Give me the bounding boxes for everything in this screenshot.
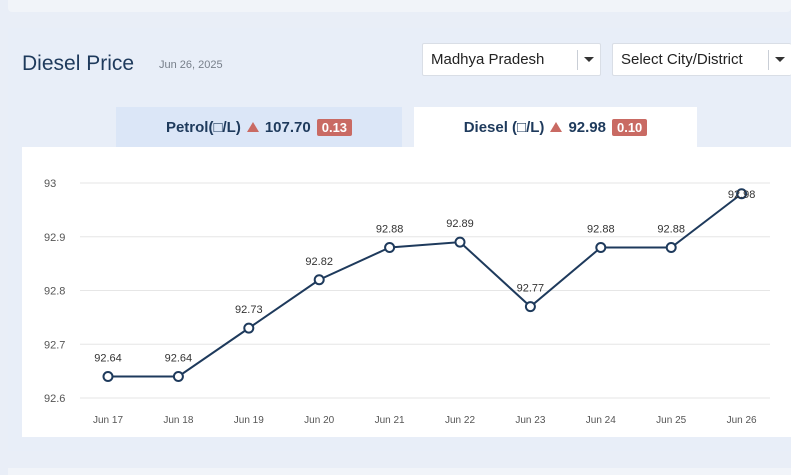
data-point[interactable] bbox=[243, 322, 255, 334]
state-select-value: Madhya Pradesh bbox=[431, 51, 545, 68]
select-separator bbox=[768, 49, 769, 70]
chevron-down-icon[interactable] bbox=[578, 57, 600, 62]
tab-diesel-label: Diesel (□/L) bbox=[463, 118, 545, 136]
series-line bbox=[108, 192, 743, 378]
data-point[interactable] bbox=[384, 242, 396, 253]
data-point[interactable] bbox=[454, 236, 466, 248]
x-tick-label: Jun 21 bbox=[375, 415, 405, 426]
top-strip bbox=[8, 0, 791, 12]
price-line-chart: 92.6 92.7 92.8 92.9 93 Jun 17 Jun 18 Jun 19 Jun … bbox=[44, 178, 770, 426]
data-label: 92.88 bbox=[587, 224, 615, 236]
bottom-strip bbox=[8, 468, 791, 475]
x-tick-label: Jun 23 bbox=[515, 415, 545, 426]
x-tick-label: Jun 18 bbox=[163, 415, 193, 426]
city-select-value: Select City/District bbox=[621, 51, 743, 68]
data-label: 92.73 bbox=[235, 304, 263, 316]
y-tick-label: 92.8 bbox=[44, 286, 65, 298]
data-label: 92.88 bbox=[376, 224, 404, 236]
y-tick-label: 92.6 bbox=[44, 393, 65, 405]
data-label: 92.64 bbox=[165, 353, 193, 365]
data-label: 92.64 bbox=[94, 353, 122, 365]
x-tick-label: Jun 26 bbox=[727, 415, 757, 426]
price-card: Diesel Price Jun 26, 2025 Madhya Pradesh… bbox=[8, 28, 791, 451]
tab-petrol-label: Petrol(□/L) bbox=[165, 118, 241, 136]
tab-diesel-change-badge: 0.10 bbox=[611, 118, 648, 136]
data-point[interactable] bbox=[665, 242, 677, 253]
data-point[interactable] bbox=[172, 371, 184, 382]
y-tick-label: 93 bbox=[44, 178, 56, 190]
tab-petrol[interactable]: Petrol(□/L) 107.70 0.13 bbox=[116, 107, 402, 147]
data-point[interactable] bbox=[736, 188, 748, 200]
data-point[interactable] bbox=[524, 301, 536, 313]
tab-diesel[interactable]: Diesel (□/L) 92.98 0.10 bbox=[414, 107, 697, 147]
data-label: 92.88 bbox=[657, 224, 685, 236]
price-date: Jun 26, 2025 bbox=[159, 59, 223, 71]
data-label: 92.98 bbox=[728, 189, 756, 201]
x-tick-label: Jun 17 bbox=[93, 415, 123, 426]
data-point[interactable] bbox=[595, 242, 607, 253]
select-separator bbox=[577, 49, 578, 70]
data-label: 92.82 bbox=[305, 256, 333, 268]
x-tick-label: Jun 24 bbox=[586, 415, 616, 426]
x-tick-label: Jun 22 bbox=[445, 415, 475, 426]
data-point[interactable] bbox=[313, 274, 325, 286]
x-tick-label: Jun 25 bbox=[656, 415, 686, 426]
price-chart-container: 92.6 92.7 92.8 92.9 93 Jun 17 Jun 18 Jun 19 Jun … bbox=[22, 147, 791, 437]
x-tick-label: Jun 20 bbox=[304, 415, 334, 426]
chevron-down-icon[interactable] bbox=[769, 57, 791, 62]
tab-petrol-price: 107.70 bbox=[264, 118, 311, 136]
data-label: 92.89 bbox=[446, 218, 474, 230]
trend-up-icon bbox=[550, 122, 563, 132]
x-tick-label: Jun 19 bbox=[234, 415, 264, 426]
data-point[interactable] bbox=[102, 371, 114, 382]
trend-up-icon bbox=[246, 122, 259, 132]
data-label: 92.77 bbox=[517, 283, 545, 295]
tab-diesel-price: 92.98 bbox=[568, 118, 606, 136]
page-title: Diesel Price bbox=[22, 52, 135, 75]
state-select[interactable]: Madhya Pradesh bbox=[422, 43, 601, 76]
tab-petrol-change-badge: 0.13 bbox=[316, 118, 353, 136]
y-tick-label: 92.7 bbox=[44, 339, 65, 351]
city-select[interactable]: Select City/District bbox=[612, 43, 791, 76]
y-tick-label: 92.9 bbox=[44, 232, 65, 244]
